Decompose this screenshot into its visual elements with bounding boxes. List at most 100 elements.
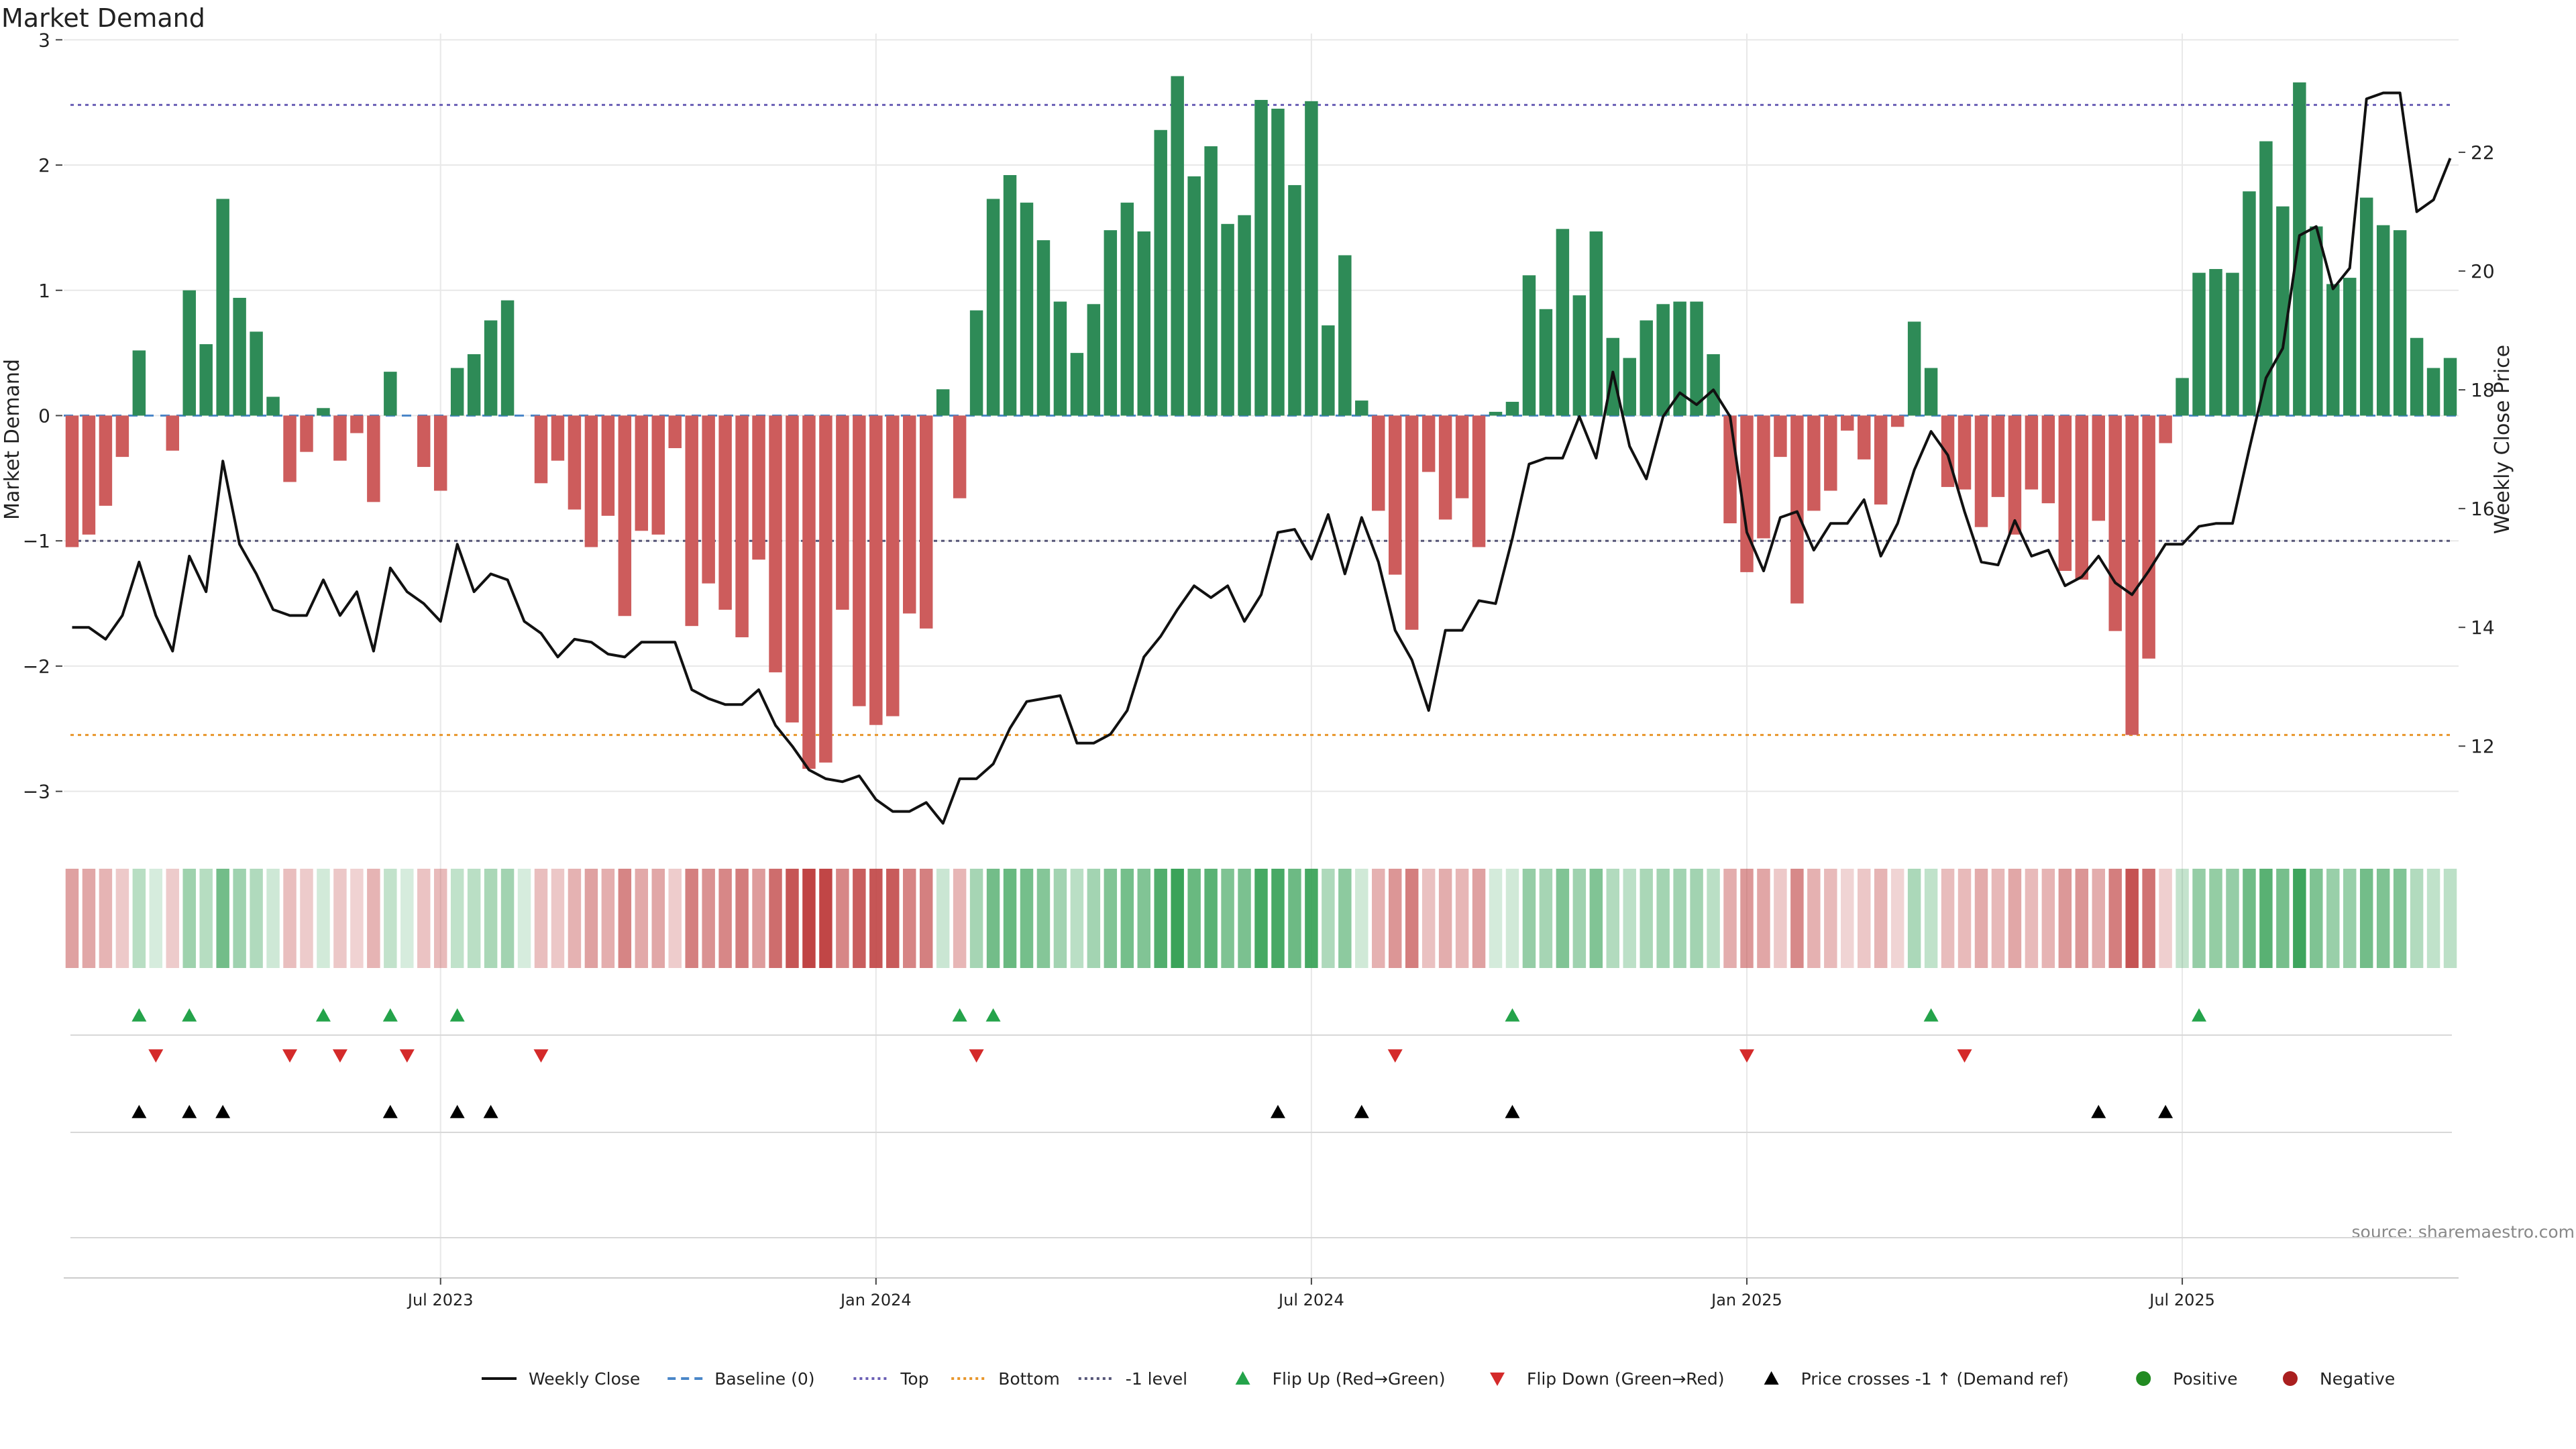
y2-tick-label: 18	[2471, 379, 2495, 401]
heat-cell	[467, 869, 481, 968]
price-line-layer	[72, 91, 2452, 825]
heat-cell	[2025, 869, 2039, 968]
demand-bar	[1221, 223, 1234, 416]
heat-cell	[1572, 869, 1587, 968]
heat-cell	[2443, 869, 2457, 968]
heat-cell	[2276, 869, 2290, 968]
heat-cell	[584, 869, 598, 968]
heat-cell	[2393, 869, 2407, 968]
demand-bar	[1757, 415, 1770, 539]
legend-entry: Flip Up (Red→Green)	[1235, 1369, 1445, 1389]
heat-cell	[1070, 869, 1084, 968]
heat-cell	[618, 869, 632, 968]
demand-bar	[618, 415, 632, 616]
heat-cell	[115, 869, 129, 968]
flip-down-marker	[533, 1049, 549, 1063]
heat-cell	[886, 869, 900, 968]
heat-cell	[1707, 869, 1720, 968]
heat-strip	[65, 869, 2457, 968]
demand-bar	[2025, 415, 2039, 490]
demand-bar	[735, 415, 749, 637]
heat-cell	[2209, 869, 2222, 968]
demand-bar	[668, 415, 682, 449]
demand-bar	[2276, 206, 2290, 416]
heat-cell	[2310, 869, 2323, 968]
heat-cell	[718, 869, 732, 968]
heat-cell	[216, 869, 229, 968]
demand-bar	[82, 415, 96, 535]
heat-cell	[1924, 869, 1938, 968]
price-cross-marker	[1505, 1105, 1520, 1118]
demand-bar	[250, 331, 263, 416]
demand-bar	[534, 415, 548, 484]
demand-bar	[1455, 415, 1469, 498]
demand-bar	[1020, 203, 1034, 416]
x-tick-label: Jan 2024	[839, 1291, 912, 1309]
demand-bar	[1774, 415, 1787, 458]
demand-bar	[2092, 415, 2105, 521]
heat-cell	[1405, 869, 1419, 968]
demand-bar	[1238, 215, 1251, 416]
legend-entry: Flip Down (Green→Red)	[1490, 1369, 1725, 1389]
heat-cell	[1807, 869, 1821, 968]
heat-cell	[902, 869, 916, 968]
heat-cell	[1556, 869, 1570, 968]
demand-bar	[1120, 203, 1134, 416]
heat-cell	[2226, 869, 2239, 968]
heat-cell	[986, 869, 1000, 968]
flip-up-marker	[449, 1008, 465, 1022]
demand-bar	[1421, 415, 1436, 472]
heat-cell	[1941, 869, 1955, 968]
demand-bar	[2426, 368, 2440, 416]
demand-bar	[1707, 354, 1720, 416]
demand-bar	[1640, 320, 1653, 416]
demand-bar	[1388, 415, 1402, 575]
demand-bar	[869, 415, 883, 725]
heat-cell	[2108, 869, 2122, 968]
heat-cell	[2192, 869, 2206, 968]
legend-entry: -1 level	[1078, 1369, 1187, 1389]
y2-tick-label: 22	[2471, 142, 2495, 164]
demand-bar	[417, 415, 431, 468]
demand-bar	[2359, 197, 2373, 416]
heat-cell	[551, 869, 565, 968]
demand-bar	[1372, 415, 1385, 511]
demand-bar	[367, 415, 380, 502]
heat-cell	[2243, 869, 2256, 968]
heat-cell	[1656, 869, 1670, 968]
demand-bar	[2176, 378, 2189, 416]
legend-label: Baseline (0)	[714, 1369, 814, 1389]
heat-cell	[384, 869, 397, 968]
demand-bar	[1505, 401, 1519, 416]
demand-bar	[1807, 415, 1821, 511]
demand-bar	[1405, 415, 1419, 630]
heat-cell	[953, 869, 967, 968]
heat-cell	[853, 869, 866, 968]
y2-tick-label: 20	[2471, 260, 2495, 282]
heat-cell	[65, 869, 79, 968]
demand-bar	[986, 199, 1000, 416]
heat-cell	[1087, 869, 1101, 968]
heat-cell	[869, 869, 883, 968]
demand-bar	[936, 389, 950, 416]
demand-bar	[685, 415, 698, 627]
heat-cell	[2058, 869, 2072, 968]
heat-cell	[1790, 869, 1804, 968]
heat-cell	[1723, 869, 1737, 968]
demand-bar	[1623, 358, 1636, 416]
legend-entry: Weekly Close	[482, 1369, 640, 1389]
legend-entry: Bottom	[951, 1369, 1060, 1389]
demand-bar	[2125, 415, 2139, 735]
demand-bar	[836, 415, 849, 610]
legend-label: -1 level	[1126, 1369, 1187, 1389]
heat-cell	[735, 869, 749, 968]
heat-cell	[1003, 869, 1017, 968]
legend-label: Positive	[2173, 1369, 2237, 1389]
heat-cell	[1907, 869, 1921, 968]
demand-bar	[300, 415, 313, 452]
heat-cell	[1438, 869, 1452, 968]
heat-cell	[819, 869, 833, 968]
heat-cell	[2142, 869, 2155, 968]
legend-label: Price crosses -1 ↑ (Demand ref)	[1801, 1369, 2069, 1389]
demand-bar	[1924, 368, 1938, 416]
